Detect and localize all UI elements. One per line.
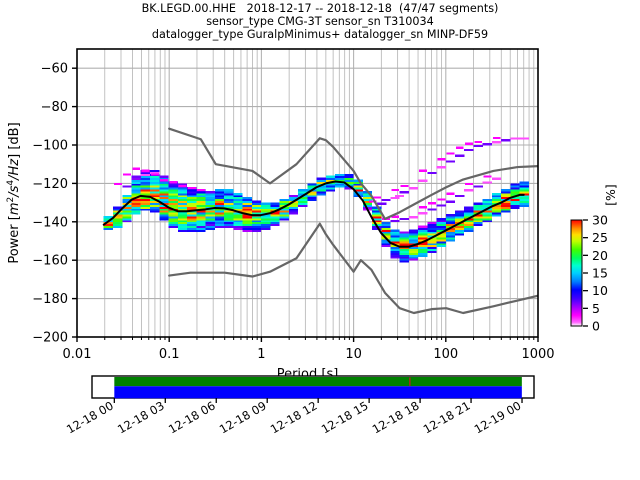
title-line-1: BK.LEGD.00.HHE 2018-12-17 -- 2018-12-18 …	[141, 2, 499, 15]
colorbar-tick-label: 0	[592, 319, 600, 334]
coverage-data-band	[114, 386, 522, 399]
colorbar: 0 5 10 15 20 25 30 [%]	[570, 184, 618, 334]
figure-title: BK.LEGD.00.HHE 2018-12-17 -- 2018-12-18 …	[0, 2, 640, 41]
title-line-2: sensor_type CMG-3T sensor_sn T310034	[206, 15, 434, 28]
coverage-time-tick-label: 12-18 06	[166, 398, 218, 436]
colorbar-tick-label: 10	[592, 283, 608, 298]
coverage-time-tick-label: 12-18 12	[268, 398, 320, 436]
x-tick-label: 100	[433, 347, 458, 362]
noise-model-curves	[168, 127, 538, 315]
y-tick-label: −140	[32, 215, 68, 230]
y-tick-label: −100	[32, 139, 68, 154]
coverage-time-tick-label: 12-18 03	[115, 398, 167, 436]
colorbar-tick-label: 5	[592, 301, 600, 316]
colorbar-tick-label: 25	[592, 230, 608, 245]
y-tick-label: −120	[32, 177, 68, 192]
coverage-time-tick-label: 12-18 21	[421, 398, 473, 436]
coverage-time-tick-label: 12-18 18	[370, 398, 422, 436]
x-tick-label: 1	[257, 347, 265, 362]
colorbar-tick-label: 15	[592, 266, 608, 281]
mean-psd-curve	[102, 180, 525, 248]
y-tick-label: −60	[41, 62, 68, 77]
colorbar-tick-label: 30	[592, 213, 608, 228]
coverage-segments-band	[114, 377, 522, 387]
x-tick-label: 0.01	[63, 347, 92, 362]
y-tick-label: −200	[32, 331, 68, 346]
title-line-3: datalogger_type GuralpMinimus+ datalogge…	[151, 28, 489, 41]
coverage-time-tick-label: 12-18 00	[64, 398, 116, 436]
coverage-gap-marker	[409, 377, 411, 386]
coverage-time-tick-label: 12-18 15	[319, 398, 371, 436]
y-tick-label: −180	[32, 292, 68, 307]
y-tick-label: −160	[32, 254, 68, 269]
colorbar-axis-label: [%]	[603, 184, 618, 206]
coverage-time-tick-label: 12-18 09	[217, 398, 269, 436]
plot-frame	[76, 48, 539, 338]
coverage-time-tick-label: 12-19 00	[472, 398, 524, 436]
y-axis-label: Power [m2/s4/Hz] [dB]	[6, 122, 22, 263]
coverage-bar: 12-18 00 12-18 03 12-18 06 12-18 09 12-18 12…	[64, 375, 535, 436]
colorbar-tick-label: 20	[592, 248, 608, 263]
axis-ticks-and-labels: 0.01 0.1 1 10 100 1000 −60 −80 −100 −120 −140 −160 −…	[6, 62, 555, 382]
x-tick-label: 1000	[521, 347, 554, 362]
y-tick-label: −80	[41, 100, 68, 115]
x-tick-label: 0.1	[159, 347, 180, 362]
colorbar-gradient	[571, 220, 582, 326]
x-tick-label: 10	[345, 347, 362, 362]
